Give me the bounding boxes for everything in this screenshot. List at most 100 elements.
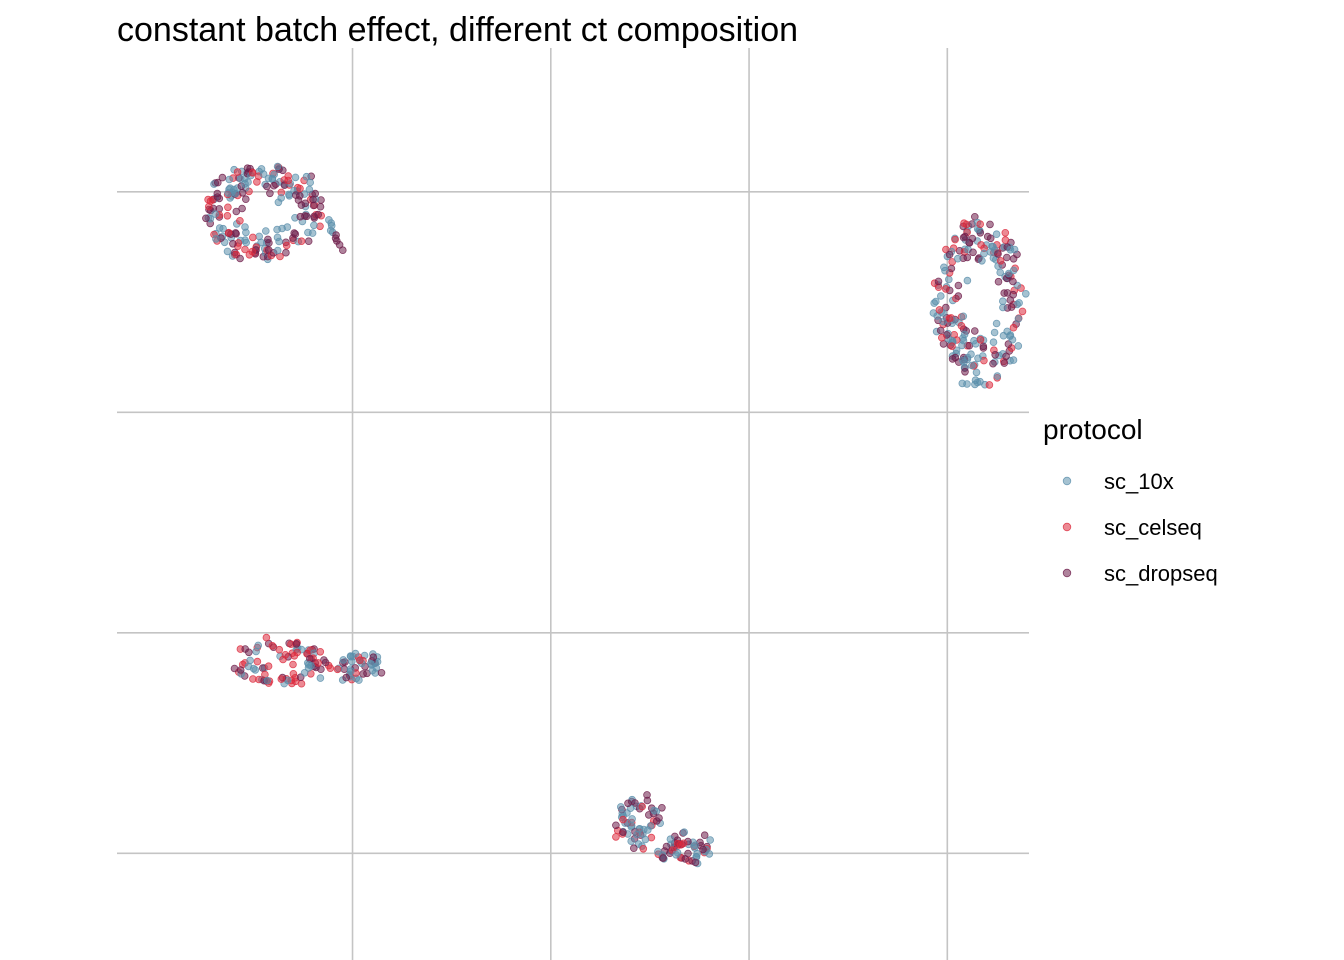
point-sc_dropseq <box>961 367 969 376</box>
point-sc_dropseq <box>612 821 620 830</box>
point-sc_dropseq <box>629 844 638 852</box>
point-sc_10x <box>691 841 699 850</box>
point-sc_10x <box>305 185 314 194</box>
point-sc_dropseq <box>266 189 274 198</box>
point-sc_celseq <box>948 342 956 351</box>
point-sc_celseq <box>279 655 287 664</box>
point-sc_10x <box>291 173 300 182</box>
point-sc_celseq <box>1001 236 1010 244</box>
point-sc_10x <box>215 224 224 232</box>
point-sc_celseq <box>224 203 232 212</box>
point-sc_celseq <box>941 285 950 293</box>
point-sc_dropseq <box>213 189 222 198</box>
point-sc_dropseq <box>991 350 999 359</box>
point-sc_10x <box>236 175 245 183</box>
point-sc_celseq <box>1009 323 1018 332</box>
point-sc_dropseq <box>1009 277 1017 286</box>
point-sc_celseq <box>204 195 212 204</box>
point-sc_10x <box>618 809 627 818</box>
point-sc_10x <box>963 276 972 285</box>
point-sc_dropseq <box>282 248 290 257</box>
point-sc_dropseq <box>970 327 979 335</box>
point-sc_dropseq <box>951 353 960 362</box>
legend-key-sc_celseq <box>1062 522 1072 532</box>
point-sc_celseq <box>262 633 271 642</box>
point-sc_dropseq <box>1000 359 1009 367</box>
point-sc_dropseq <box>238 204 246 213</box>
point-sc_10x <box>264 174 273 183</box>
point-sc_10x <box>967 361 976 370</box>
point-sc_dropseq <box>214 178 222 187</box>
point-sc_celseq <box>612 833 620 841</box>
point-sc_celseq <box>289 660 297 669</box>
point-sc_dropseq <box>316 202 325 211</box>
point-sc_10x <box>368 666 377 675</box>
legend-label-sc_10x: sc_10x <box>1104 469 1174 494</box>
point-sc_10x <box>254 641 263 650</box>
point-sc_dropseq <box>342 673 351 682</box>
point-sc_celseq <box>333 665 342 674</box>
point-sc_dropseq <box>954 281 963 290</box>
point-sc_10x <box>1009 356 1018 364</box>
point-sc_10x <box>931 297 940 306</box>
point-sc_10x <box>635 825 643 833</box>
point-sc_celseq <box>268 641 277 650</box>
point-sc_celseq <box>248 247 257 256</box>
point-sc_10x <box>958 341 966 350</box>
point-sc_dropseq <box>314 210 323 219</box>
point-sc_10x <box>627 821 636 830</box>
point-sc_celseq <box>223 212 232 220</box>
point-sc_celseq <box>326 664 335 672</box>
point-sc_10x <box>996 268 1004 277</box>
point-sc_10x <box>255 232 264 241</box>
point-sc_dropseq <box>700 831 709 839</box>
point-sc_10x <box>273 225 281 234</box>
point-sc_celseq <box>284 176 293 185</box>
point-sc_celseq <box>945 314 954 323</box>
point-sc_dropseq <box>1002 253 1011 262</box>
point-sc_celseq <box>976 220 984 229</box>
point-sc_10x <box>993 372 1002 380</box>
point-sc_10x <box>212 235 220 243</box>
point-sc_10x <box>261 227 270 235</box>
point-sc_dropseq <box>989 359 997 368</box>
point-sc_dropseq <box>624 799 632 808</box>
point-sc_dropseq <box>236 666 245 674</box>
point-sc_10x <box>310 221 318 230</box>
point-sc_dropseq <box>232 207 241 216</box>
point-sc_celseq <box>935 306 944 314</box>
chart-title: constant batch effect, different ct comp… <box>117 11 798 49</box>
point-sc_celseq <box>253 178 261 186</box>
point-sc_celseq <box>253 657 262 666</box>
point-sc_10x <box>986 248 995 256</box>
point-sc_dropseq <box>218 173 227 182</box>
point-sc_dropseq <box>994 277 1003 286</box>
point-sc_10x <box>992 230 1001 239</box>
point-sc_dropseq <box>954 292 963 300</box>
point-sc_10x <box>304 228 312 237</box>
point-sc_dropseq <box>242 195 250 204</box>
point-sc_dropseq <box>230 664 239 673</box>
point-sc_dropseq <box>965 238 973 247</box>
point-sc_10x <box>706 836 714 844</box>
point-sc_celseq <box>289 669 298 678</box>
point-sc_celseq <box>275 645 284 654</box>
point-sc_dropseq <box>939 340 948 348</box>
point-sc_celseq <box>205 202 213 211</box>
point-sc_dropseq <box>934 277 943 286</box>
point-sc_dropseq <box>659 854 667 862</box>
point-sc_celseq <box>356 656 364 664</box>
point-sc_10x <box>283 223 292 231</box>
legend-key-sc_dropseq <box>1062 568 1072 578</box>
point-sc_celseq <box>316 222 324 231</box>
point-sc_dropseq <box>658 803 666 812</box>
point-sc_dropseq <box>292 191 300 199</box>
point-sc_10x <box>224 189 232 197</box>
point-sc_10x <box>972 368 981 377</box>
point-sc_10x <box>999 303 1007 312</box>
point-sc_celseq <box>638 802 646 811</box>
point-sc_celseq <box>296 184 304 193</box>
point-sc_celseq <box>249 233 257 242</box>
point-sc_dropseq <box>986 220 994 229</box>
point-sc_10x <box>273 246 282 255</box>
